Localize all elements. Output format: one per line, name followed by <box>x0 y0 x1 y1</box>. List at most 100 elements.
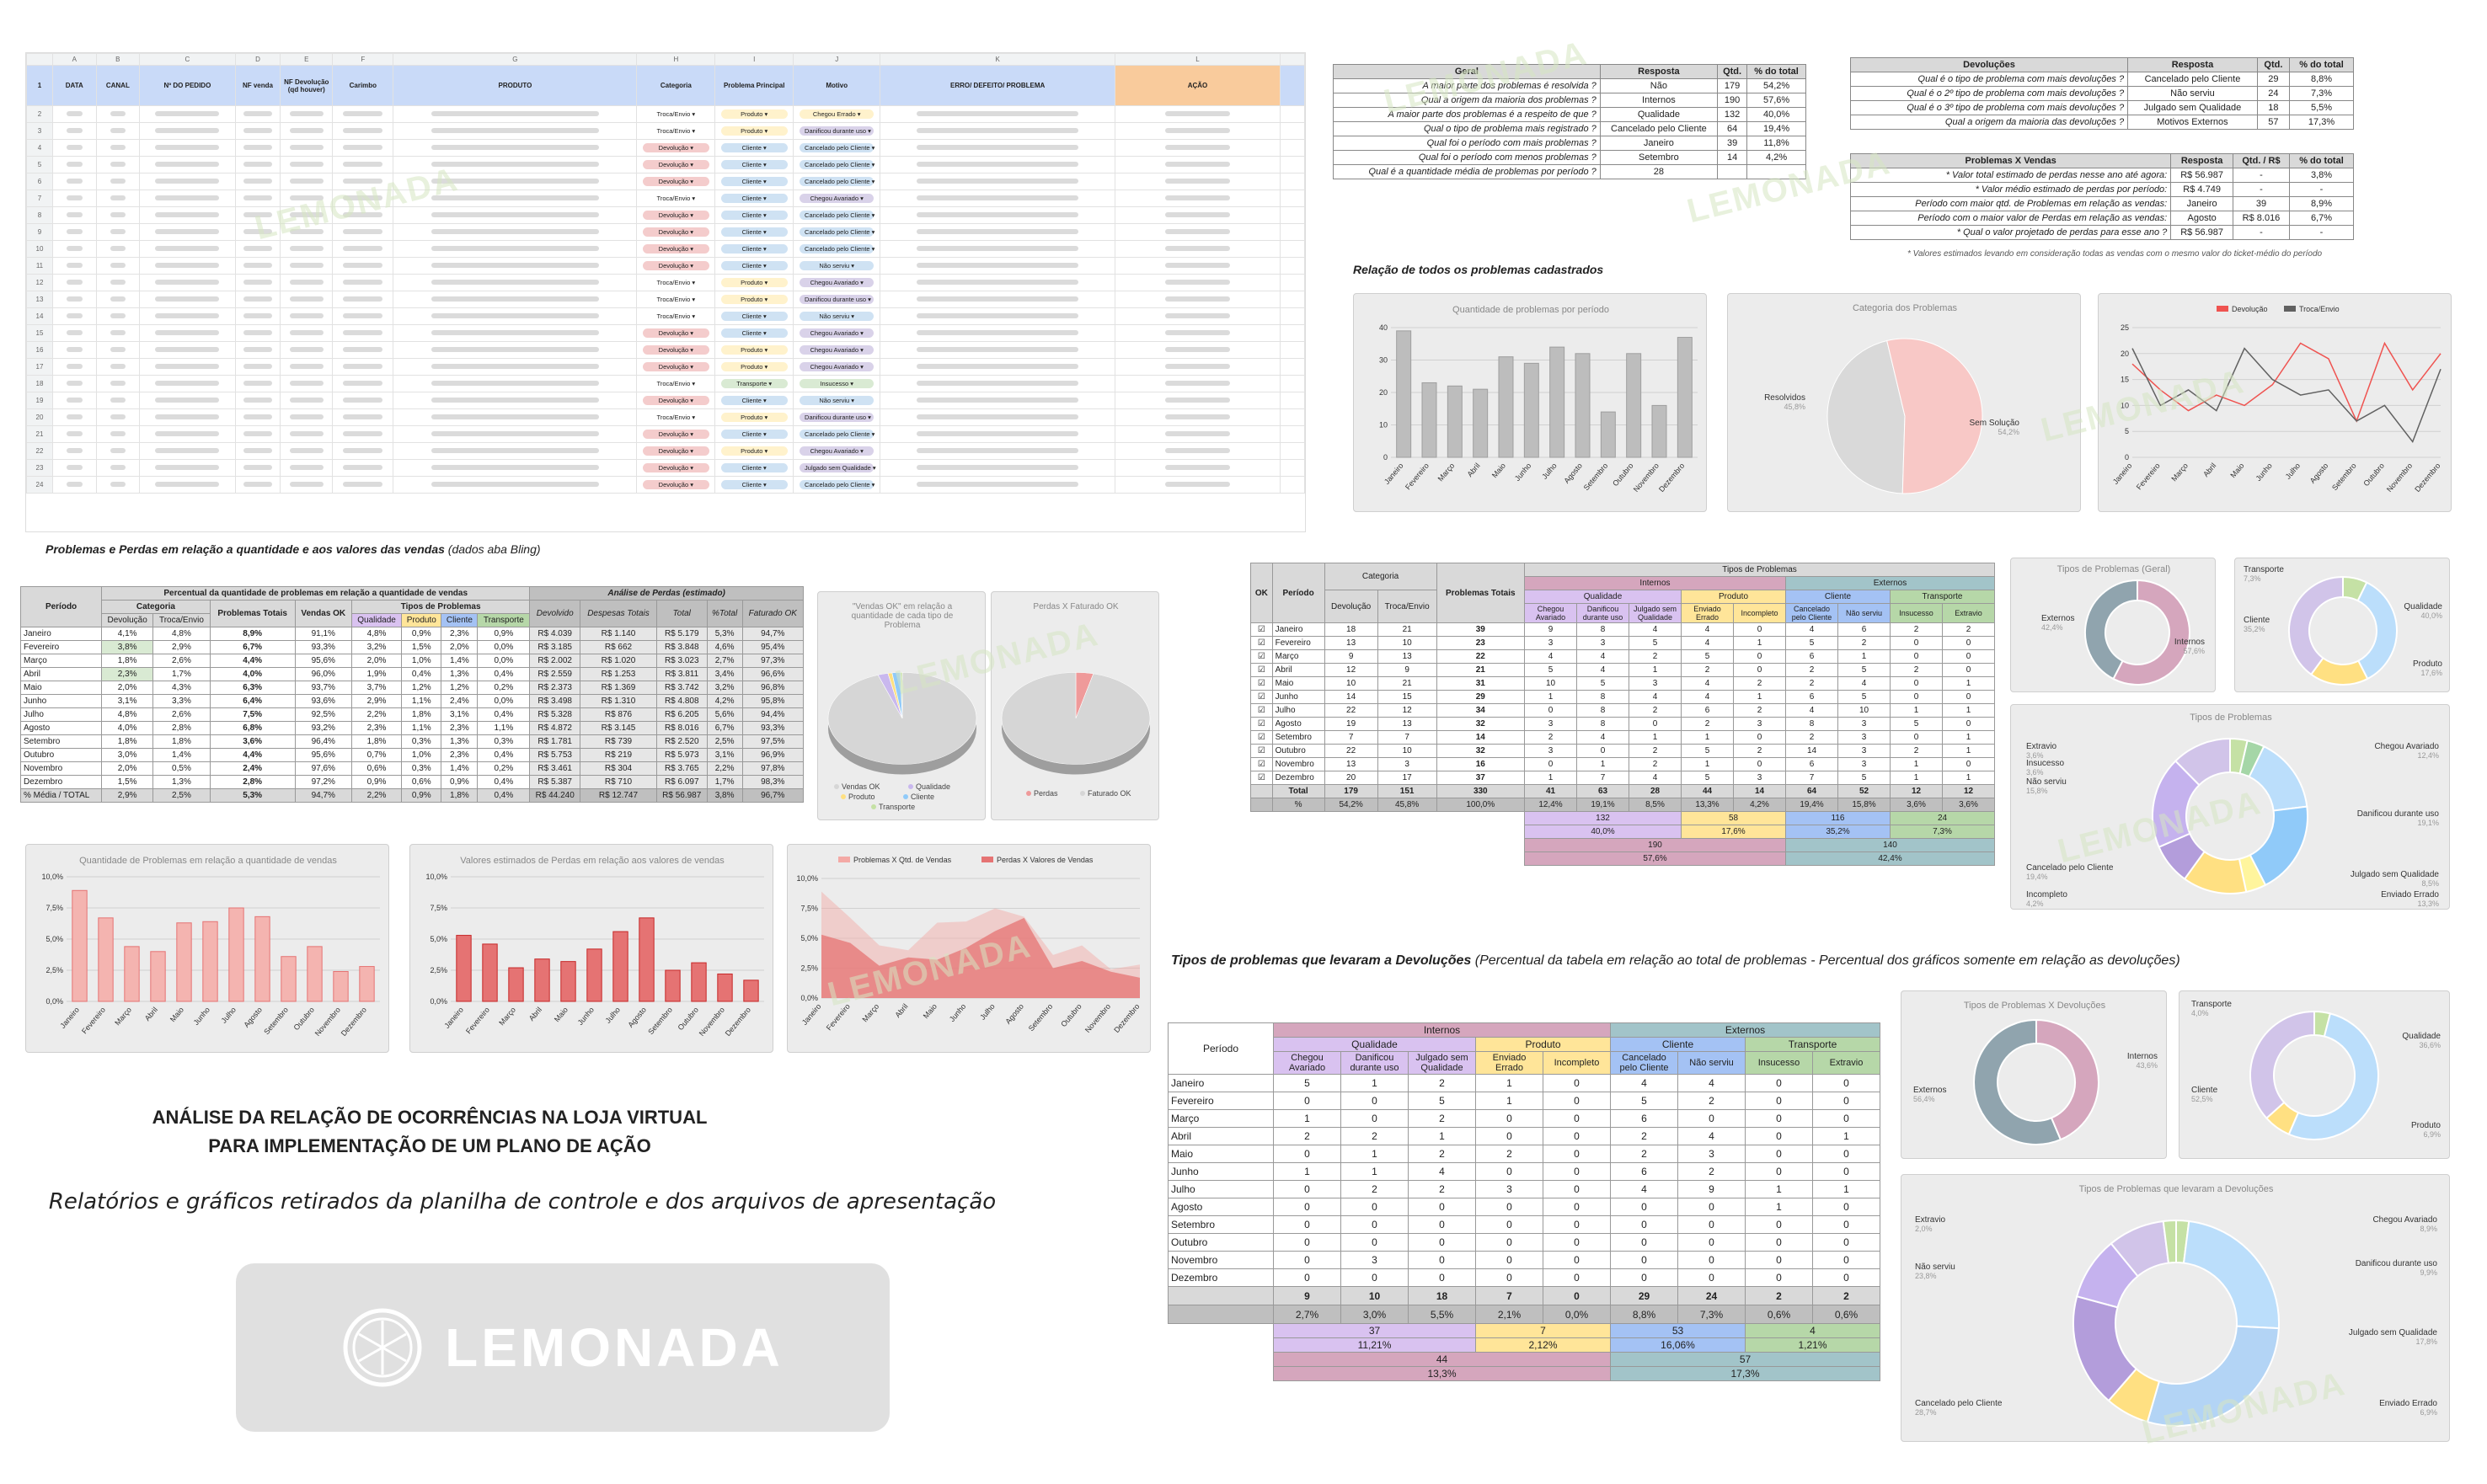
sheet-row[interactable]: 23 Devolução ▾ Cliente ▾ Julgado sem Qualid… <box>26 459 1305 477</box>
sheet-row[interactable]: 5 Devolução ▾ Cliente ▾ Cancelado pelo Clie… <box>26 156 1305 173</box>
category-dropdown[interactable]: Devolução ▾ <box>642 160 709 169</box>
problem-dropdown[interactable]: Produto ▾ <box>720 109 788 119</box>
sheet-header[interactable]: AÇÃO <box>1114 65 1281 106</box>
category-dropdown[interactable]: Devolução ▾ <box>642 463 709 472</box>
problem-dropdown[interactable]: Produto ▾ <box>720 126 788 136</box>
checkbox-icon[interactable]: ☑ <box>1250 703 1273 718</box>
problem-dropdown[interactable]: Cliente ▾ <box>720 261 788 270</box>
sheet-row[interactable]: 17 Devolução ▾ Produto ▾ Chegou Avariado ▾ <box>26 358 1305 376</box>
sheet-row[interactable]: 14 Troca/Envio ▾ Cliente ▾ Não serviu ▾ <box>26 307 1305 325</box>
motive-dropdown[interactable]: Chegou Avariado ▾ <box>800 446 874 456</box>
sheet-row[interactable]: 9 Devolução ▾ Cliente ▾ Cancelado pelo Clie… <box>26 223 1305 241</box>
sheet-row[interactable]: 2 Troca/Envio ▾ Produto ▾ Chegou Errado ▾ <box>26 105 1305 123</box>
sheet-row[interactable]: 21 Devolução ▾ Cliente ▾ Cancelado pelo Cli… <box>26 425 1305 443</box>
motive-dropdown[interactable]: Cancelado pelo Cliente ▾ <box>800 160 874 169</box>
category-dropdown[interactable]: Devolução ▾ <box>642 244 709 254</box>
problem-dropdown[interactable]: Cliente ▾ <box>720 177 788 186</box>
problem-dropdown[interactable]: Cliente ▾ <box>720 430 788 439</box>
category-dropdown[interactable]: Troca/Envio ▾ <box>642 379 709 388</box>
category-dropdown[interactable]: Troca/Envio ▾ <box>642 312 709 321</box>
checkbox-icon[interactable]: ☑ <box>1250 649 1273 664</box>
sheet-row[interactable]: 18 Troca/Envio ▾ Transporte ▾ Insucesso ▾ <box>26 375 1305 392</box>
sheet-header[interactable]: Carimbo <box>332 65 394 106</box>
sheet-header[interactable]: NF Devolução (qd houver) <box>280 65 334 106</box>
category-dropdown[interactable]: Devolução ▾ <box>642 480 709 489</box>
sheet-row[interactable]: 19 Devolução ▾ Cliente ▾ Não serviu ▾ <box>26 392 1305 409</box>
problem-dropdown[interactable]: Cliente ▾ <box>720 211 788 220</box>
problem-dropdown[interactable]: Cliente ▾ <box>720 463 788 472</box>
checkbox-icon[interactable]: ☑ <box>1250 730 1273 745</box>
checkbox-icon[interactable]: ☑ <box>1250 771 1273 785</box>
problem-dropdown[interactable]: Produto ▾ <box>720 295 788 304</box>
sheet-row[interactable]: 10 Devolução ▾ Cliente ▾ Cancelado pelo Cli… <box>26 240 1305 258</box>
checkbox-icon[interactable]: ☑ <box>1250 717 1273 731</box>
sheet-header[interactable]: NF venda <box>234 65 281 106</box>
problem-dropdown[interactable]: Produto ▾ <box>720 413 788 422</box>
motive-dropdown[interactable]: Cancelado pelo Cliente ▾ <box>800 244 874 254</box>
sheet-row[interactable]: 7 Troca/Envio ▾ Cliente ▾ Chegou Avariado ▾ <box>26 190 1305 207</box>
checkbox-icon[interactable]: ☑ <box>1250 690 1273 704</box>
sheet-header[interactable]: CANAL <box>95 65 141 106</box>
sheet-row[interactable]: 4 Devolução ▾ Cliente ▾ Cancelado pelo Clie… <box>26 139 1305 157</box>
motive-dropdown[interactable]: Não serviu ▾ <box>800 261 874 270</box>
category-dropdown[interactable]: Devolução ▾ <box>642 261 709 270</box>
problem-dropdown[interactable]: Cliente ▾ <box>720 227 788 237</box>
motive-dropdown[interactable]: Cancelado pelo Cliente ▾ <box>800 211 874 220</box>
problem-dropdown[interactable]: Cliente ▾ <box>720 312 788 321</box>
motive-dropdown[interactable]: Chegou Avariado ▾ <box>800 194 874 203</box>
checkbox-icon[interactable]: ☑ <box>1250 636 1273 650</box>
category-dropdown[interactable]: Devolução ▾ <box>642 211 709 220</box>
motive-dropdown[interactable]: Chegou Errado ▾ <box>800 109 874 119</box>
problem-dropdown[interactable]: Cliente ▾ <box>720 194 788 203</box>
sheet-row[interactable]: 16 Devolução ▾ Produto ▾ Chegou Avariado ▾ <box>26 341 1305 359</box>
sheet-row[interactable]: 12 Troca/Envio ▾ Produto ▾ Chegou Avariado … <box>26 274 1305 291</box>
category-dropdown[interactable]: Troca/Envio ▾ <box>642 194 709 203</box>
motive-dropdown[interactable]: Não serviu ▾ <box>800 396 874 405</box>
motive-dropdown[interactable]: Cancelado pelo Cliente ▾ <box>800 143 874 152</box>
category-dropdown[interactable]: Troca/Envio ▾ <box>642 295 709 304</box>
checkbox-icon[interactable]: ☑ <box>1250 757 1273 771</box>
sheet-header[interactable]: Problema Principal <box>714 65 794 106</box>
problem-dropdown[interactable]: Cliente ▾ <box>720 396 788 405</box>
motive-dropdown[interactable]: Não serviu ▾ <box>800 312 874 321</box>
category-dropdown[interactable]: Devolução ▾ <box>642 430 709 439</box>
category-dropdown[interactable]: Devolução ▾ <box>642 227 709 237</box>
motive-dropdown[interactable]: Danificou durante uso ▾ <box>800 126 874 136</box>
sheet-header[interactable]: DATA <box>51 65 97 106</box>
category-dropdown[interactable]: Devolução ▾ <box>642 362 709 371</box>
category-dropdown[interactable]: Devolução ▾ <box>642 328 709 338</box>
sheet-header[interactable]: Categoria <box>636 65 716 106</box>
category-dropdown[interactable]: Troca/Envio ▾ <box>642 126 709 136</box>
sheet-row[interactable]: 8 Devolução ▾ Cliente ▾ Cancelado pelo Clie… <box>26 206 1305 224</box>
checkbox-icon[interactable]: ☑ <box>1250 622 1273 637</box>
checkbox-icon[interactable]: ☑ <box>1250 676 1273 691</box>
sheet-row[interactable]: 11 Devolução ▾ Cliente ▾ Não serviu ▾ <box>26 257 1305 275</box>
motive-dropdown[interactable]: Chegou Avariado ▾ <box>800 362 874 371</box>
checkbox-icon[interactable]: ☑ <box>1250 744 1273 758</box>
problem-dropdown[interactable]: Produto ▾ <box>720 362 788 371</box>
category-dropdown[interactable]: Troca/Envio ▾ <box>642 413 709 422</box>
motive-dropdown[interactable]: Julgado sem Qualidade ▾ <box>800 463 876 472</box>
sheet-row[interactable]: 6 Devolução ▾ Cliente ▾ Cancelado pelo Clie… <box>26 173 1305 190</box>
problem-dropdown[interactable]: Cliente ▾ <box>720 143 788 152</box>
motive-dropdown[interactable]: Cancelado pelo Cliente ▾ <box>800 177 874 186</box>
category-dropdown[interactable]: Troca/Envio ▾ <box>642 109 709 119</box>
sheet-header[interactable]: Motivo <box>793 65 881 106</box>
problem-dropdown[interactable]: Cliente ▾ <box>720 480 788 489</box>
category-dropdown[interactable]: Devolução ▾ <box>642 446 709 456</box>
problem-dropdown[interactable]: Produto ▾ <box>720 345 788 355</box>
motive-dropdown[interactable]: Chegou Avariado ▾ <box>800 345 874 355</box>
motive-dropdown[interactable]: Danificou durante uso ▾ <box>800 295 874 304</box>
sheet-header[interactable]: ERRO/ DEFEITO/ PROBLEMA <box>880 65 1115 106</box>
motive-dropdown[interactable]: Chegou Avariado ▾ <box>800 328 874 338</box>
motive-dropdown[interactable]: Cancelado pelo Cliente ▾ <box>800 430 874 439</box>
motive-dropdown[interactable]: Danificou durante uso ▾ <box>800 413 874 422</box>
motive-dropdown[interactable]: Chegou Avariado ▾ <box>800 278 874 287</box>
problem-dropdown[interactable]: Produto ▾ <box>720 446 788 456</box>
sheet-row[interactable]: 22 Devolução ▾ Produto ▾ Chegou Avariado ▾ <box>26 442 1305 460</box>
category-dropdown[interactable]: Troca/Envio ▾ <box>642 278 709 287</box>
category-dropdown[interactable]: Devolução ▾ <box>642 345 709 355</box>
problem-dropdown[interactable]: Cliente ▾ <box>720 244 788 254</box>
category-dropdown[interactable]: Devolução ▾ <box>642 177 709 186</box>
checkbox-icon[interactable]: ☑ <box>1250 663 1273 677</box>
